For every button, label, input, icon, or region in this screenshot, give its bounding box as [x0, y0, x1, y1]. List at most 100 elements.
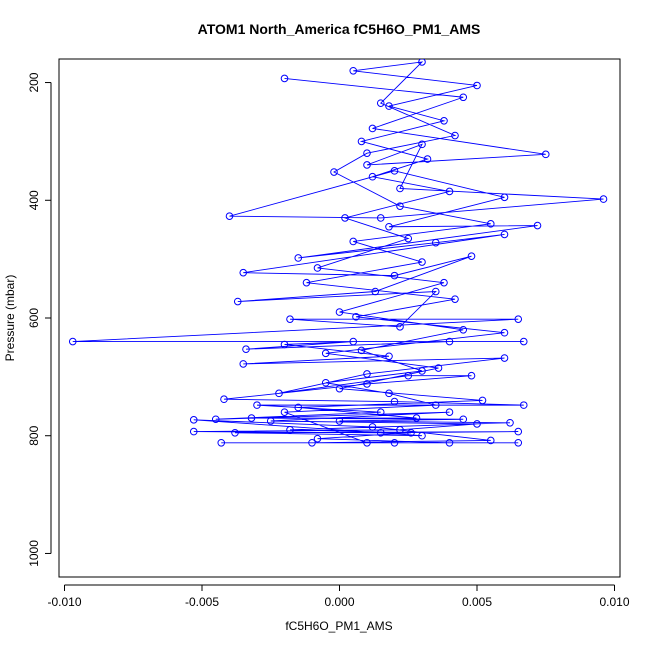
data-point: [396, 323, 404, 331]
data-point: [385, 222, 393, 231]
data-point: [275, 389, 283, 398]
y-tick-label: 200: [27, 72, 41, 92]
data-point: [423, 155, 432, 163]
data-point: [390, 271, 399, 280]
data-point: [500, 354, 509, 362]
data-point: [418, 258, 426, 266]
data-point: [349, 66, 358, 75]
data-point: [357, 346, 366, 355]
data-point: [519, 337, 528, 346]
data-point: [239, 268, 248, 277]
data-point: [321, 349, 330, 358]
data-point: [335, 417, 344, 425]
data-point: [376, 428, 385, 437]
data-point: [412, 414, 421, 422]
data-point: [478, 396, 487, 405]
data-point: [368, 124, 377, 133]
data-point: [533, 221, 542, 230]
data-point: [220, 395, 228, 404]
data-point: [363, 380, 371, 388]
data-point: [68, 337, 77, 346]
data-point: [440, 117, 448, 125]
data-point: [321, 378, 330, 387]
data-point: [349, 337, 358, 346]
data-point: [506, 418, 514, 427]
data-point: [431, 238, 440, 247]
data-point: [445, 187, 454, 196]
x-tick-label: 0.005: [462, 595, 492, 609]
data-point: [294, 403, 303, 412]
data-point: [473, 420, 481, 428]
data-point: [404, 371, 413, 380]
y-tick-label: 800: [27, 425, 41, 445]
data-point: [376, 214, 385, 222]
data-point: [467, 252, 476, 260]
data-point: [500, 328, 509, 337]
data-point: [434, 364, 443, 372]
data-point: [500, 193, 509, 202]
data-point: [407, 428, 415, 437]
data-point: [467, 371, 476, 380]
data-point: [253, 401, 261, 409]
data-point: [286, 315, 294, 323]
data-point: [445, 337, 454, 346]
data-point: [280, 74, 289, 83]
data-point: [459, 93, 468, 102]
data-point: [335, 384, 344, 393]
data-point: [390, 397, 399, 406]
data-point: [376, 99, 385, 107]
data-point: [266, 417, 275, 425]
data-point: [294, 254, 303, 262]
data-point: [486, 436, 495, 445]
data-point: [363, 438, 371, 447]
data-point: [280, 408, 289, 416]
x-axis: -0.010 -0.005 0.000 0.005 0.010: [47, 584, 630, 609]
x-tick-label: -0.010: [47, 595, 81, 609]
data-point: [418, 59, 426, 66]
y-tick-label: 1000: [27, 540, 41, 567]
data-point: [363, 161, 371, 169]
data-point: [211, 415, 220, 424]
series-line: [72, 61, 604, 444]
data-point: [376, 408, 385, 416]
data-point: [599, 195, 608, 203]
x-tick-label: 0.010: [599, 595, 629, 609]
data-point: [396, 426, 404, 434]
data-point: [330, 168, 338, 176]
data-point: [500, 230, 509, 239]
data-point: [459, 325, 468, 334]
data-point: [247, 414, 256, 422]
data-point: [396, 184, 404, 193]
data-point: [217, 438, 226, 447]
data-point: [385, 102, 393, 110]
series-0: [68, 59, 608, 447]
y-axis-label: Pressure (mbar): [3, 275, 17, 362]
data-point: [431, 287, 440, 296]
series-layer: [68, 59, 608, 447]
chart-title: ATOM1 North_America fC5H6O_PM1_AMS: [198, 21, 481, 37]
data-point: [225, 212, 234, 220]
data-point: [242, 345, 250, 354]
data-point: [189, 416, 198, 424]
data-point: [308, 438, 316, 447]
data-point: [357, 137, 366, 146]
data-point: [349, 237, 358, 246]
data-point: [363, 149, 371, 157]
data-point: [313, 434, 322, 443]
data-point: [313, 264, 322, 272]
data-point: [352, 313, 360, 321]
data-point: [390, 438, 399, 447]
data-point: [371, 287, 380, 296]
x-tick-label: 0.000: [324, 595, 354, 609]
data-point: [363, 370, 371, 378]
data-point: [385, 352, 393, 361]
data-point: [418, 431, 426, 440]
data-point: [514, 427, 523, 436]
data-point: [459, 415, 468, 424]
data-point: [514, 315, 523, 323]
data-point: [302, 278, 311, 287]
data-point: [335, 308, 344, 316]
y-axis: 200 400 600 800 1000: [27, 72, 52, 567]
